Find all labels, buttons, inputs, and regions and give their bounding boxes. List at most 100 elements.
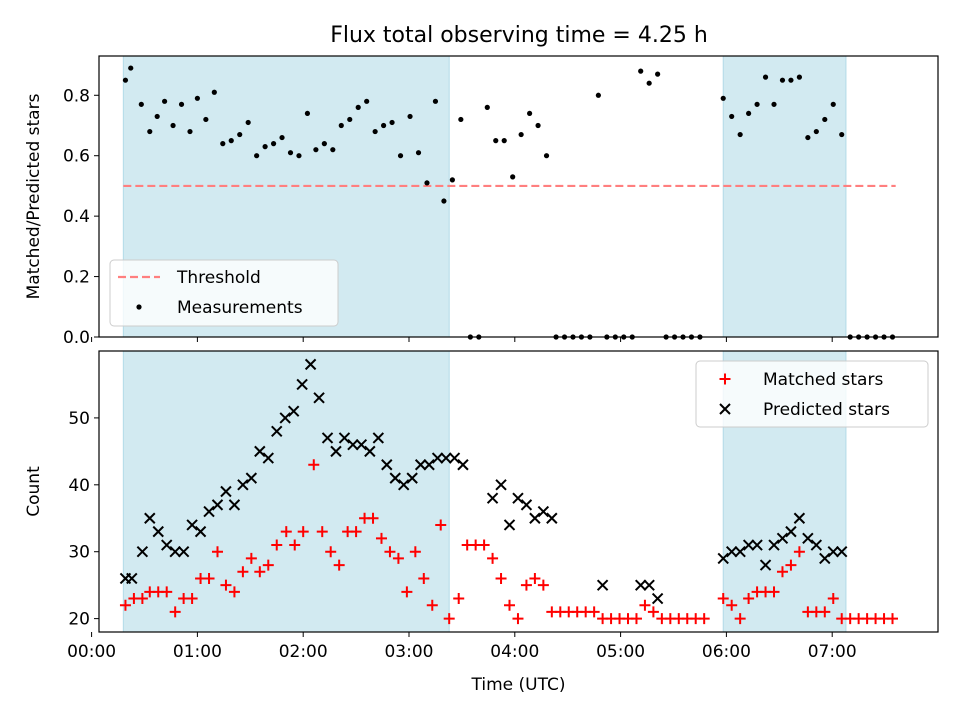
measurement-point [771, 101, 777, 107]
matched-star-point [333, 559, 345, 571]
measurement-point [518, 131, 524, 138]
predicted-star-point [186, 519, 198, 531]
matched-star-point [435, 519, 447, 531]
predicted-star-point [414, 459, 427, 471]
matched-star-point [169, 606, 181, 618]
legend-measurements-label: Measurements [177, 298, 303, 318]
matched-star-point [289, 539, 301, 551]
matched-star-point [453, 593, 465, 605]
predicted-star-point [228, 499, 241, 511]
measurement-point [830, 101, 836, 107]
x-tick-label: 00:00 [67, 642, 116, 662]
measurement-point [535, 122, 541, 129]
measurement-point [638, 68, 644, 74]
predicted-star-point [802, 532, 814, 545]
chart-title: Flux total observing time = 4.25 h [330, 23, 708, 48]
measurement-point [788, 77, 794, 83]
predicted-star-point [194, 525, 207, 538]
predicted-star-point [751, 539, 763, 551]
y-tick-label: 40 [68, 476, 90, 496]
legend: Matched stars Predicted stars [695, 360, 929, 428]
measurement-point [458, 116, 464, 123]
matched-star-point [639, 599, 651, 611]
matched-star-point [537, 579, 549, 591]
predicted-star-point [457, 459, 469, 471]
matched-star-point [280, 526, 292, 538]
matched-star-point [308, 459, 320, 471]
measurement-point [822, 116, 828, 123]
matched-star-point [186, 593, 198, 605]
measurement-point [813, 128, 819, 135]
measurement-point [737, 131, 743, 138]
matched-star-point [245, 552, 257, 564]
measurement-point [170, 122, 176, 129]
predicted-star-point [245, 472, 258, 484]
predicted-star-point [126, 572, 138, 585]
measurement-point [128, 65, 134, 71]
matched-star-point [297, 526, 309, 538]
x-tick-label: 07:00 [808, 642, 857, 662]
top-panel: 0.0 0.2 0.4 0.6 0.8 Matched/Predicted stars Th… [24, 55, 939, 348]
measurement-point [364, 98, 370, 104]
matched-star-point [478, 539, 490, 551]
measurement-point [484, 104, 490, 110]
measurement-point [161, 98, 168, 104]
matched-star-point [119, 599, 131, 611]
measurement-point [805, 134, 811, 141]
predicted-star-point [827, 546, 839, 558]
measurement-point [527, 110, 533, 117]
legend-threshold-label: Threshold [176, 268, 261, 288]
matched-star-point [768, 586, 780, 598]
matched-star-point [271, 539, 283, 551]
predicted-star-point [486, 492, 499, 504]
matched-star-point [512, 613, 524, 625]
measurement-point [254, 153, 260, 159]
matched-star-point [220, 579, 232, 591]
x-tick-label: 05:00 [596, 642, 645, 662]
matched-star-point [443, 613, 455, 625]
legend-measurements-swatch [136, 304, 142, 310]
predicted-star-point [546, 512, 558, 524]
measurement-point [228, 138, 234, 144]
matched-star-point [262, 559, 274, 571]
measurement-point [355, 104, 361, 110]
measurement-point [347, 116, 353, 123]
measurement-point [194, 95, 200, 101]
measurement-point [729, 113, 735, 120]
matched-star-point [316, 526, 328, 538]
measurement-point [304, 110, 311, 117]
measurement-point [220, 141, 226, 147]
predicted-star-point [785, 525, 797, 538]
series-predicted-stars [119, 358, 848, 605]
measurement-point [138, 101, 144, 107]
predicted-star-point [776, 532, 789, 545]
predicted-star-point [271, 425, 283, 437]
matched-star-point [228, 586, 240, 598]
predicted-star-point [355, 438, 368, 451]
matched-star-point [254, 566, 266, 578]
predicted-star-point [338, 432, 351, 444]
predicted-star-point [381, 459, 393, 471]
predicted-star-point [211, 499, 224, 511]
matched-star-point [504, 599, 516, 611]
measurement-point [449, 177, 455, 183]
matched-star-point [743, 593, 755, 605]
predicted-star-point [279, 412, 291, 424]
y-tick-label: 30 [68, 543, 90, 563]
matched-star-point [211, 546, 223, 558]
measurement-point [407, 113, 413, 120]
predicted-star-point [819, 552, 831, 565]
measurement-point [237, 131, 243, 138]
predicted-star-point [836, 546, 848, 558]
y-axis-label: Matched/Predicted stars [24, 93, 44, 299]
matched-star-point [793, 546, 805, 558]
predicted-star-point [529, 512, 541, 524]
measurement-point [432, 98, 439, 104]
matched-star-point [827, 593, 839, 605]
predicted-star-point [431, 452, 444, 464]
shaded-interval [722, 55, 847, 338]
x-tick-label: 04:00 [490, 642, 539, 662]
measurement-point [296, 153, 302, 159]
measurement-point [211, 89, 217, 95]
x-tick-label: 02:00 [279, 642, 328, 662]
